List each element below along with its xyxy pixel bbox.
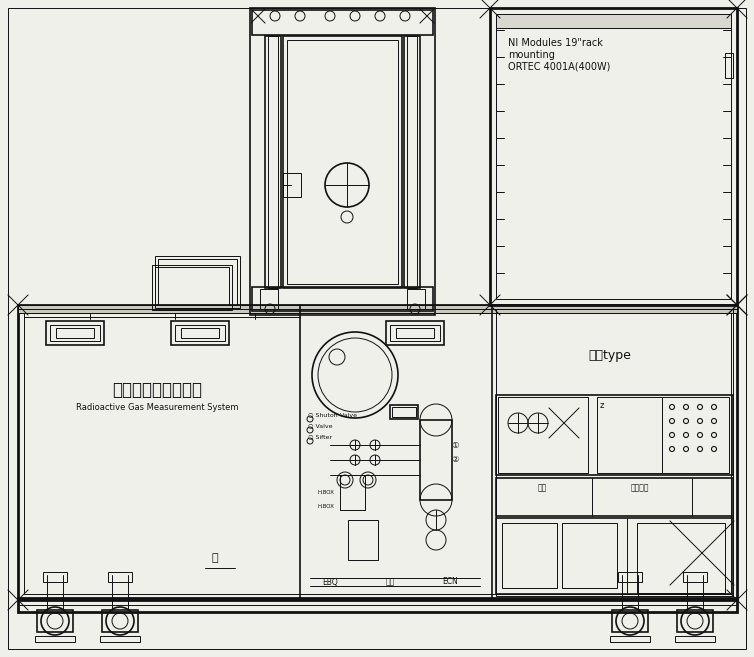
Bar	[420, 420, 452, 500]
Bar	[348, 520, 378, 560]
Text: H.BOX: H.BOX	[318, 489, 335, 495]
Bar	[675, 636, 715, 642]
Text: z: z	[600, 401, 604, 409]
Text: EBQ: EBQ	[322, 578, 338, 587]
Bar	[677, 610, 713, 632]
Bar	[502, 523, 557, 588]
Text: ○ Sifter: ○ Sifter	[308, 434, 332, 440]
Bar	[171, 321, 229, 345]
Bar	[610, 636, 650, 642]
Text: 방사성기체측정장치: 방사성기체측정장치	[112, 381, 202, 399]
Bar	[287, 40, 398, 284]
Bar	[496, 518, 733, 594]
Bar	[725, 53, 733, 78]
Bar	[618, 572, 642, 582]
Bar	[46, 321, 104, 345]
Bar	[250, 8, 435, 315]
Bar	[18, 305, 737, 313]
Bar	[43, 572, 67, 582]
Bar	[496, 14, 731, 28]
Bar	[155, 267, 229, 305]
Bar	[18, 598, 737, 612]
Text: ②: ②	[451, 455, 458, 464]
Bar	[181, 328, 219, 338]
Text: H.BOX: H.BOX	[318, 505, 335, 509]
Bar	[152, 265, 232, 310]
Bar	[496, 395, 733, 475]
Bar	[683, 572, 707, 582]
Text: ECN: ECN	[442, 578, 458, 587]
Bar	[597, 397, 729, 473]
Bar	[386, 321, 444, 345]
Text: 폐액: 폐액	[385, 578, 394, 587]
Bar	[24, 313, 731, 594]
Bar	[102, 610, 138, 632]
Text: ○ Valve: ○ Valve	[308, 424, 333, 428]
Bar	[283, 36, 402, 288]
Bar	[56, 328, 94, 338]
Bar	[496, 309, 733, 596]
Text: 선반type: 선반type	[589, 348, 631, 361]
Bar	[100, 636, 140, 642]
Bar	[612, 610, 648, 632]
Bar	[498, 397, 588, 473]
Bar	[158, 259, 237, 305]
Bar	[392, 407, 416, 417]
Text: 폐수: 폐수	[538, 484, 547, 493]
Bar	[265, 36, 281, 288]
Bar	[18, 305, 737, 600]
Bar	[268, 36, 278, 288]
Text: NI Modules 19"rack
mounting
ORTEC 4001A(400W): NI Modules 19"rack mounting ORTEC 4001A(…	[508, 38, 611, 71]
Bar	[175, 325, 225, 341]
Bar	[37, 610, 73, 632]
Bar	[252, 10, 433, 35]
Bar	[490, 8, 737, 305]
Bar	[35, 636, 75, 642]
Bar	[260, 289, 278, 309]
Text: Radioactive Gas Measurement System: Radioactive Gas Measurement System	[75, 403, 238, 411]
Bar	[283, 173, 301, 197]
Bar	[396, 328, 434, 338]
Text: 이: 이	[212, 553, 219, 563]
Text: ①: ①	[451, 440, 458, 449]
Bar	[390, 405, 418, 419]
Bar	[390, 325, 440, 341]
Bar	[637, 523, 725, 593]
Bar	[404, 36, 420, 288]
Bar	[252, 287, 433, 311]
Text: ○ Shutoff Valve: ○ Shutoff Valve	[308, 413, 357, 417]
Bar	[407, 36, 417, 288]
Bar	[496, 14, 731, 299]
Bar	[562, 523, 617, 588]
Bar	[407, 289, 425, 309]
Text: 폐수펜프: 폐수펜프	[631, 484, 649, 493]
Bar	[50, 325, 100, 341]
Bar	[155, 256, 240, 308]
Bar	[496, 478, 733, 516]
Bar	[108, 572, 132, 582]
